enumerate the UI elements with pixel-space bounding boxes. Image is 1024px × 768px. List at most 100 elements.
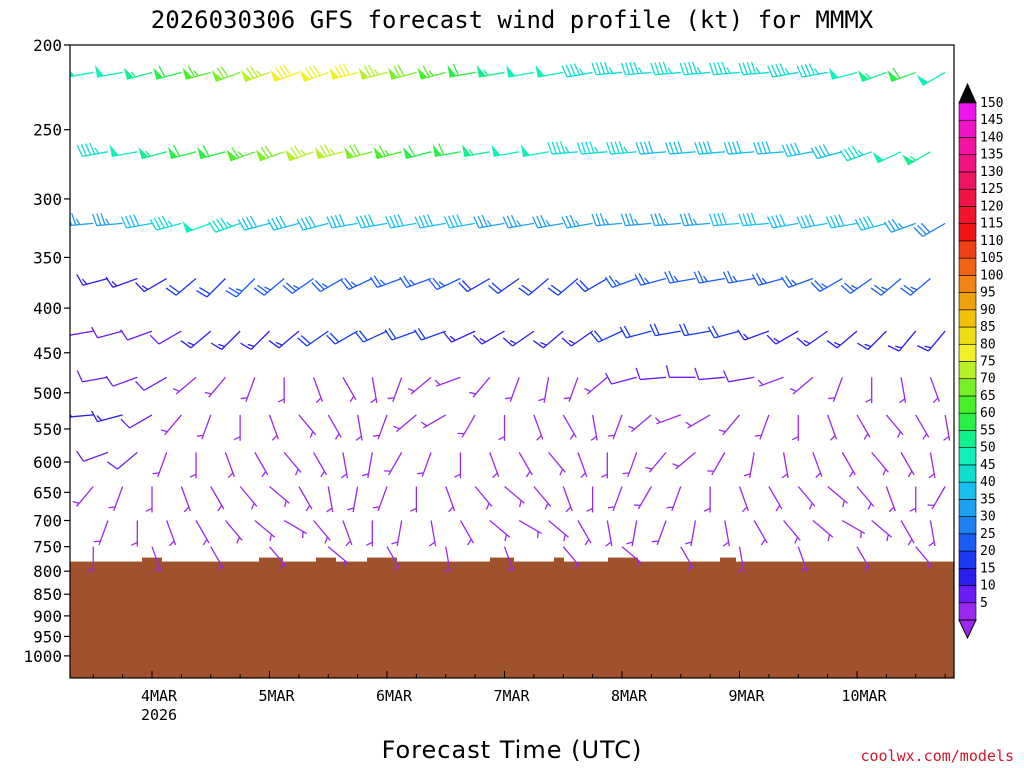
- barb-shaft: [557, 278, 579, 296]
- barb-feather: [794, 142, 801, 155]
- wind-barb: [518, 519, 543, 539]
- barb-feather: [204, 391, 212, 395]
- barb-shaft: [910, 278, 931, 296]
- barb-feather: [486, 219, 492, 227]
- barb-feather: [651, 540, 659, 543]
- barb-shaft: [758, 376, 784, 387]
- barb-shaft: [684, 330, 711, 337]
- barb-shaft: [805, 330, 828, 347]
- barb-feather: [633, 218, 639, 225]
- barb-pennant: [109, 144, 119, 157]
- barb-pennant: [123, 67, 134, 80]
- barb-shaft: [631, 414, 652, 433]
- colorbar-label: 25: [980, 527, 996, 542]
- barb-shaft: [278, 330, 300, 349]
- barb-shaft: [612, 486, 623, 512]
- barb-shaft: [371, 377, 378, 404]
- colorbar-label: 145: [980, 113, 1003, 128]
- barb-feather: [765, 141, 771, 154]
- colorbar-segment: [958, 481, 977, 500]
- barb-feather: [743, 473, 751, 477]
- colorbar-segment: [958, 516, 977, 535]
- y-tick-label: 750: [33, 538, 62, 557]
- barb-shaft: [861, 71, 887, 82]
- barb-feather: [625, 213, 631, 226]
- barb-shaft: [472, 376, 491, 398]
- barb-feather: [120, 418, 130, 429]
- colorbar-label: 100: [980, 268, 1003, 283]
- colorbar-label: 40: [980, 475, 996, 490]
- barb-feather: [773, 337, 780, 343]
- x-tick-label: 5MAR: [258, 687, 295, 705]
- wind-barb: [434, 376, 461, 387]
- wind-barb: [326, 486, 334, 513]
- colorbar-segment: [958, 257, 977, 276]
- barb-feather: [796, 65, 803, 78]
- wind-barb: [753, 520, 768, 546]
- barb-shaft: [880, 278, 902, 296]
- wind-barb: [70, 413, 94, 418]
- x-tick-label: 9MAR: [728, 687, 765, 705]
- barb-feather: [702, 275, 709, 282]
- barb-feather: [909, 156, 917, 161]
- wind-barb: [943, 414, 951, 441]
- barb-shaft: [929, 377, 940, 402]
- wind-barb: [547, 278, 579, 296]
- barb-shaft: [461, 414, 476, 438]
- colorbar-label: 125: [980, 182, 1003, 197]
- barb-shaft: [504, 485, 525, 504]
- wind-barb: [283, 451, 302, 476]
- barb-shaft: [591, 414, 598, 441]
- wind-barb: [255, 145, 285, 162]
- barb-feather: [76, 370, 83, 383]
- wind-barb: [708, 61, 740, 76]
- wind-barb: [237, 215, 270, 231]
- barb-shaft: [208, 376, 226, 398]
- barb-pennant: [329, 67, 340, 80]
- barb-shaft: [210, 486, 225, 510]
- y-tick-label: 950: [33, 627, 62, 646]
- barb-shaft: [625, 71, 652, 76]
- barb-feather: [410, 507, 417, 512]
- barb-feather: [585, 141, 591, 154]
- wind-barb: [109, 144, 138, 157]
- wind-barb: [620, 213, 652, 227]
- barb-feather: [130, 71, 137, 78]
- wind-barb: [283, 519, 308, 539]
- barb-shaft: [352, 486, 359, 513]
- wind-barb: [189, 452, 197, 479]
- wind-barb: [502, 330, 535, 347]
- barb-shaft: [542, 330, 564, 349]
- barb-shaft: [783, 520, 801, 541]
- barb-shaft: [836, 330, 858, 349]
- barb-shaft: [655, 330, 681, 337]
- barb-feather: [926, 563, 931, 570]
- barb-feather: [757, 141, 763, 154]
- barb-shaft: [283, 519, 308, 535]
- barb-feather: [606, 142, 612, 155]
- barb-shaft: [654, 71, 681, 76]
- barb-feather: [654, 213, 660, 226]
- wind-barb: [694, 141, 725, 155]
- barb-shaft: [931, 486, 946, 510]
- barb-feather: [247, 343, 255, 348]
- wind-barb: [753, 141, 784, 155]
- barb-feather: [639, 141, 645, 154]
- barb-feather: [742, 62, 748, 75]
- wind-barb: [576, 141, 608, 155]
- barb-feather: [246, 67, 255, 79]
- barb-shaft: [891, 222, 916, 233]
- barb-feather: [883, 221, 892, 233]
- barb-feather: [105, 218, 110, 225]
- wind-barb: [562, 414, 577, 440]
- wind-barb: [547, 141, 578, 155]
- barb-feather: [703, 507, 711, 512]
- barb-feather: [220, 66, 229, 78]
- wind-barb: [414, 214, 446, 229]
- wind-barb: [105, 375, 138, 387]
- barb-feather: [271, 217, 279, 230]
- wind-barb: [384, 327, 417, 341]
- wind-barb: [327, 546, 349, 568]
- credit-link[interactable]: coolwx.com/models: [860, 747, 1014, 765]
- barb-pennant: [887, 70, 898, 82]
